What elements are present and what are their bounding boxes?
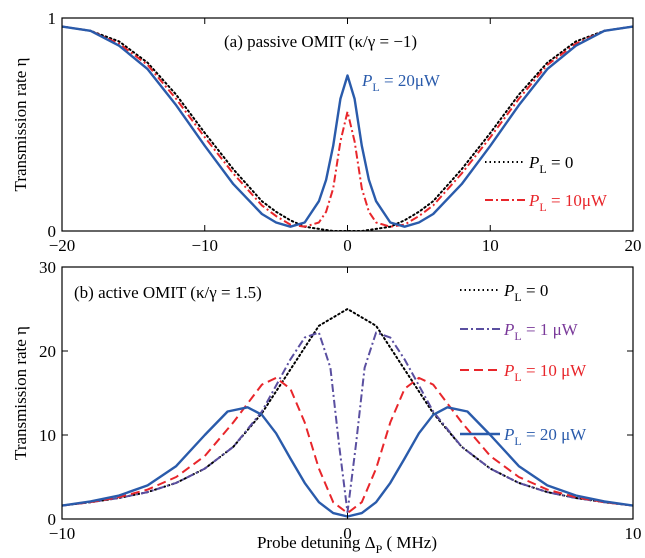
series-line-a-2 <box>62 25 633 228</box>
panel-title-b: (b) active OMIT (κ/γ = 1.5) <box>74 283 262 302</box>
y-tick-label-b: 0 <box>48 510 57 529</box>
plot-frame-b <box>61 266 634 520</box>
y-axis-label-a: Transmission rate η <box>11 58 30 192</box>
x-tick-label-b: 10 <box>625 524 642 543</box>
y-tick-label-b: 30 <box>39 258 56 277</box>
series-line-a-1 <box>62 25 633 228</box>
panel-title-a: (a) passive OMIT (κ/γ = −1) <box>224 32 417 51</box>
x-tick-label-b: −10 <box>49 524 76 543</box>
x-tick-label-a: 20 <box>625 236 642 255</box>
legend-label-b-0: PL = 0 <box>503 281 548 304</box>
legend-label-b-2: PL = 10 μW <box>503 361 587 384</box>
series-line-b-2 <box>62 376 633 515</box>
legend-label-b-3: PL = 20 μW <box>503 425 587 448</box>
legend-label-a-0: PL = 0 <box>528 153 573 176</box>
y-tick-label-a: 1 <box>48 9 57 28</box>
series-line-a-0 <box>62 25 633 231</box>
x-tick-label-a: −10 <box>191 236 218 255</box>
annotation-label-a: PL = 20μW <box>361 71 441 94</box>
x-tick-label-a: −20 <box>49 236 76 255</box>
y-tick-label-b: 10 <box>39 426 56 445</box>
series-line-b-3 <box>62 406 633 518</box>
x-axis-label-b: Probe detuning ΔP ( MHz) <box>257 533 437 556</box>
y-axis-label-b: Transmission rate η <box>11 326 30 460</box>
x-tick-label-a: 0 <box>343 236 352 255</box>
y-tick-label-b: 20 <box>39 342 56 361</box>
x-tick-label-b: 0 <box>343 524 352 543</box>
panel-a: −20 −10 0 10 20 0 1 Transmission rate η (a) pass… <box>11 9 642 255</box>
x-tick-label-a: 10 <box>482 236 499 255</box>
legend-label-a-1: PL = 10μW <box>528 191 608 214</box>
series-line-b-1 <box>62 331 633 514</box>
legend-label-b-1: PL = 1 μW <box>503 320 579 343</box>
y-tick-label-a: 0 <box>48 222 57 241</box>
